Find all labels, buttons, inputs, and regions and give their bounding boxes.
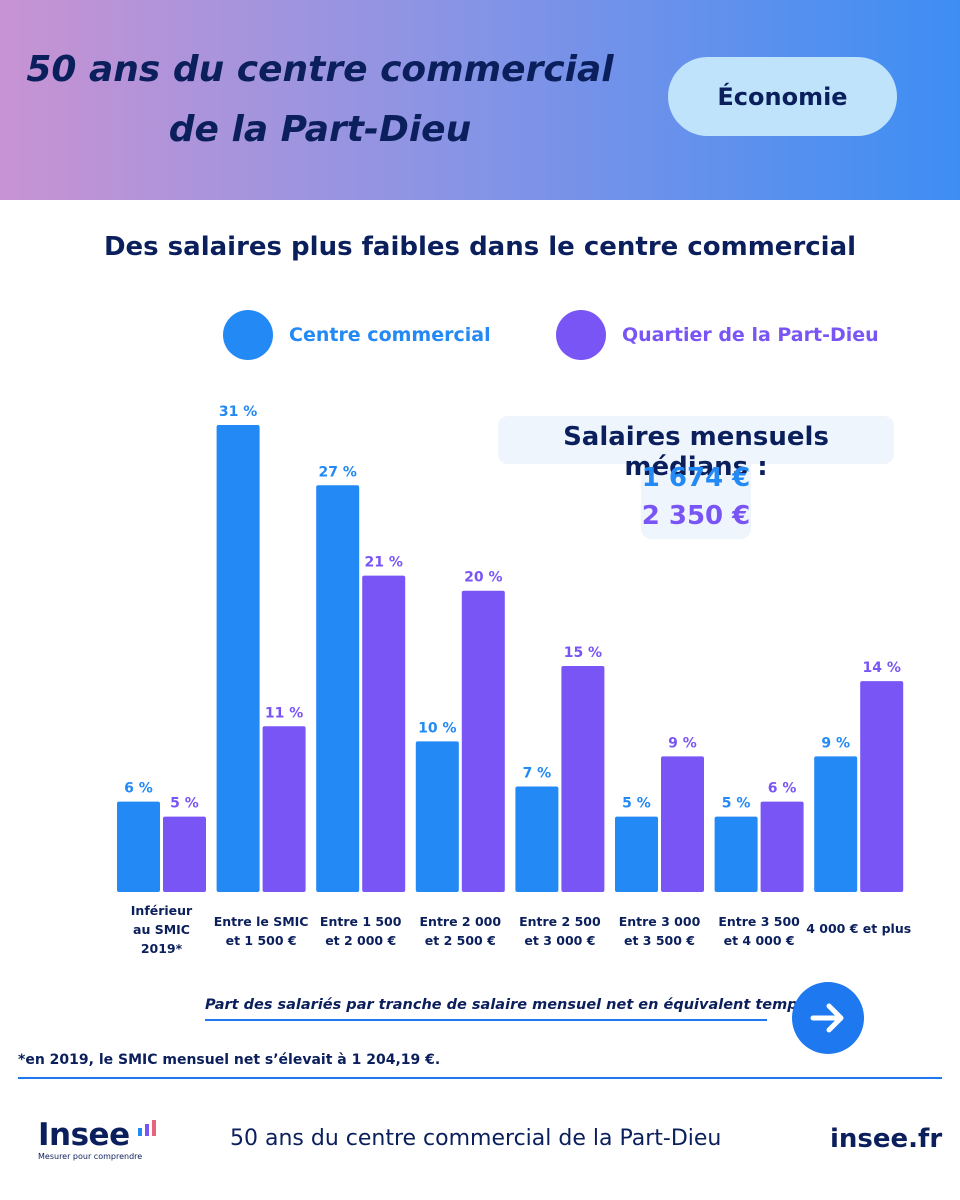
tick-label-4-1: et 3 000 € (524, 933, 595, 948)
page-title: 50 ans du centre commercial de la Part-D… (0, 40, 640, 160)
data-label-centre-1: 31 % (219, 404, 257, 420)
data-label-centre-2: 27 % (319, 464, 357, 480)
tick-label-3-1: et 2 500 € (425, 933, 496, 948)
data-label-centre-4: 7 % (523, 766, 552, 782)
tick-label-2-0: Entre 1 500 (320, 914, 402, 929)
tick-label-0-0: Inférieur (131, 903, 193, 918)
page-title-line1: 50 ans du centre commercial (26, 49, 614, 90)
chart-title: Des salaires plus faibles dans le centre… (103, 232, 857, 262)
data-label-quartier-5: 9 % (668, 735, 697, 751)
data-label-quartier-7: 14 % (863, 660, 901, 676)
bar-quartier-3 (461, 590, 505, 892)
insee-logo[interactable]: Insee Mesurer pour comprendre (38, 1117, 156, 1162)
legend-item-centre: Centre commercial (223, 310, 491, 360)
bar-chart: 6 % 5 % Inférieur au SMIC 2019* 31 % 11 % Entre… (117, 404, 911, 956)
data-label-centre-0: 6 % (124, 781, 153, 797)
bar-centre-4 (515, 786, 559, 892)
data-label-centre-5: 5 % (622, 796, 651, 812)
data-label-quartier-3: 20 % (464, 570, 502, 586)
legend-label-centre: Centre commercial (289, 324, 491, 346)
tick-label-1-0: Entre le SMIC (214, 914, 309, 929)
next-arrow-button[interactable] (792, 982, 864, 1054)
chart-note: Part des salariés par tranche de salaire… (205, 997, 852, 1021)
data-label-quartier-6: 6 % (768, 781, 797, 797)
tick-label-0-1: au SMIC (133, 922, 190, 937)
tick-label-0-2: 2019* (141, 941, 183, 956)
logo-tagline: Mesurer pour comprendre (38, 1152, 143, 1161)
tick-label-5-1: et 3 500 € (624, 933, 695, 948)
tick-label-7-0: 4 000 € et plus (806, 921, 911, 936)
page-title-line2: de la Part-Dieu (168, 109, 472, 150)
logo-bars-icon (138, 1120, 156, 1136)
legend-swatch-centre (223, 310, 273, 360)
median-box-values (641, 455, 751, 539)
data-label-centre-7: 9 % (821, 735, 850, 751)
median-value-quartier: 2 350 € (641, 501, 751, 531)
data-label-quartier-1: 11 % (265, 705, 303, 721)
header-banner: 50 ans du centre commercial de la Part-D… (0, 0, 960, 200)
tick-label-4-0: Entre 2 500 (519, 914, 601, 929)
footnote: *en 2019, le SMIC mensuel net s’élevait … (18, 1052, 441, 1068)
bar-quartier-6 (760, 801, 804, 892)
footer-title: 50 ans du centre commercial de la Part-D… (230, 1126, 722, 1151)
legend-item-quartier: Quartier de la Part-Dieu (556, 310, 879, 360)
bar-centre-2 (316, 485, 360, 892)
data-label-centre-6: 5 % (722, 796, 751, 812)
category-badge: Économie (668, 57, 897, 136)
bar-centre-1 (216, 425, 260, 892)
tick-label-5-0: Entre 3 000 (619, 914, 701, 929)
data-label-quartier-2: 21 % (365, 555, 403, 571)
logo-word: Insee (38, 1117, 130, 1153)
median-value-centre: 1 674 € (641, 463, 751, 493)
legend-label-quartier: Quartier de la Part-Dieu (622, 324, 879, 346)
bar-quartier-4 (561, 666, 605, 892)
tick-label-3-0: Entre 2 000 (420, 914, 502, 929)
arrow-right-icon (810, 1003, 844, 1033)
data-label-quartier-4: 15 % (564, 645, 602, 661)
tick-label-2-1: et 2 000 € (325, 933, 396, 948)
data-label-quartier-0: 5 % (170, 796, 199, 812)
tick-label-1-1: et 1 500 € (226, 933, 297, 948)
footer-divider (18, 1077, 942, 1079)
median-title: Salaires mensuels médians : (563, 422, 829, 482)
bar-quartier-1 (262, 726, 306, 892)
bar-centre-6 (714, 816, 758, 892)
data-label-centre-3: 10 % (418, 720, 456, 736)
bar-centre-3 (415, 741, 459, 892)
bar-quartier-5 (661, 756, 704, 892)
legend-swatch-quartier (556, 310, 606, 360)
bar-centre-5 (615, 816, 658, 892)
footer-site-link[interactable]: insee.fr (830, 1124, 943, 1154)
bar-quartier-7 (860, 681, 904, 892)
tick-label-6-0: Entre 3 500 (718, 914, 800, 929)
bar-quartier-2 (362, 575, 406, 892)
bar-quartier-0 (163, 816, 206, 892)
bar-centre-7 (814, 756, 858, 892)
tick-label-6-1: et 4 000 € (724, 933, 795, 948)
bar-centre-0 (117, 801, 160, 892)
